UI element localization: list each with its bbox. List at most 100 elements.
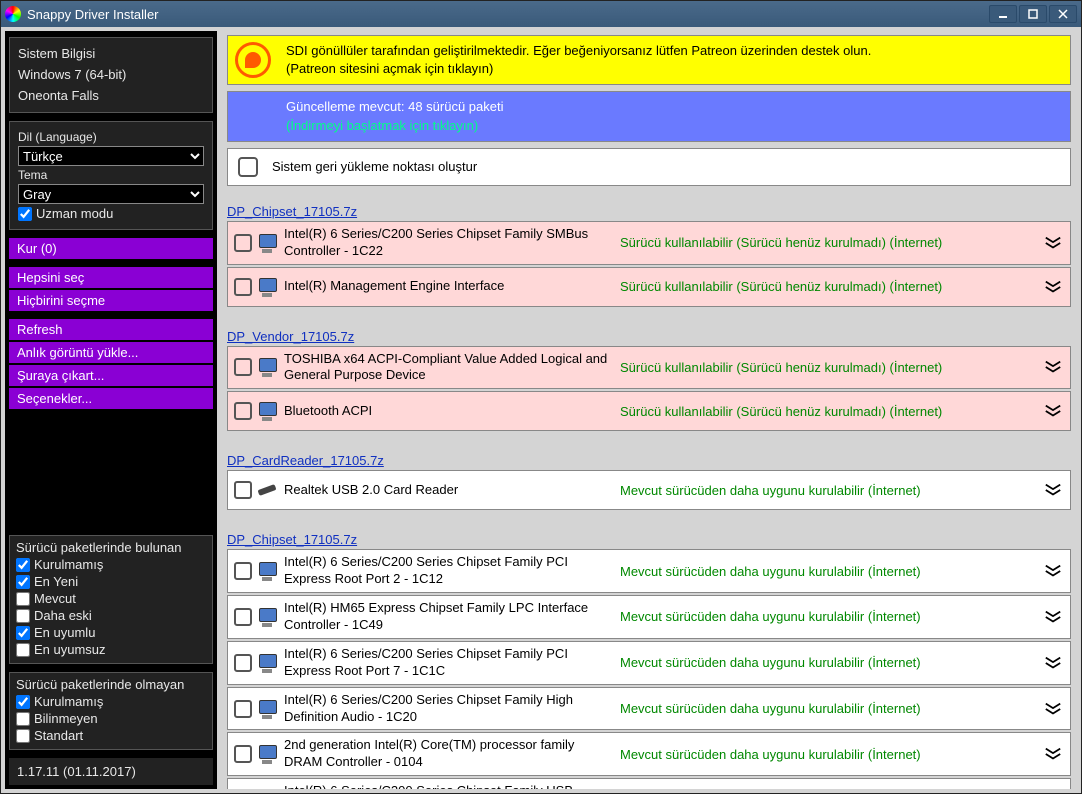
sidebar: Sistem Bilgisi Windows 7 (64-bit) Oneont… xyxy=(5,31,217,789)
close-button[interactable] xyxy=(1049,5,1077,23)
select-all-button[interactable]: Hepsini seç xyxy=(9,267,213,288)
driver-row[interactable]: Intel(R) 6 Series/C200 Series Chipset Fa… xyxy=(227,641,1071,685)
filters-in-title: Sürücü paketlerinde bulunan xyxy=(16,540,206,555)
restore-checkbox[interactable] xyxy=(238,157,258,177)
language-select[interactable]: Türkçe xyxy=(18,146,204,166)
language-label: Dil (Language) xyxy=(18,130,204,144)
device-icon xyxy=(258,233,278,253)
expand-chevron-icon[interactable] xyxy=(1042,564,1064,578)
install-button[interactable]: Kur (0) xyxy=(9,238,213,259)
driver-row[interactable]: Intel(R) 6 Series/C200 Series Chipset Fa… xyxy=(227,549,1071,593)
driver-group-title[interactable]: DP_Vendor_17105.7z xyxy=(227,329,1071,344)
device-icon xyxy=(258,699,278,719)
sysinfo-title: Sistem Bilgisi xyxy=(18,44,204,65)
theme-label: Tema xyxy=(18,168,204,182)
patreon-banner[interactable]: SDI gönüllüler tarafından geliştirilmekt… xyxy=(227,35,1071,85)
expand-chevron-icon[interactable] xyxy=(1042,610,1064,624)
filters-out-title: Sürücü paketlerinde olmayan xyxy=(16,677,206,692)
patreon-icon xyxy=(228,42,278,78)
driver-status: Mevcut sürücüden daha uygunu kurulabilir… xyxy=(620,655,1036,670)
driver-row[interactable]: 2nd generation Intel(R) Core(TM) process… xyxy=(227,732,1071,776)
expand-chevron-icon[interactable] xyxy=(1042,747,1064,761)
driver-row[interactable]: Realtek USB 2.0 Card ReaderMevcut sürücü… xyxy=(227,470,1071,510)
driver-row[interactable]: Intel(R) Management Engine InterfaceSürü… xyxy=(227,267,1071,307)
driver-checkbox[interactable] xyxy=(234,358,252,376)
driver-group-title[interactable]: DP_Chipset_17105.7z xyxy=(227,532,1071,547)
device-icon xyxy=(258,357,278,377)
driver-name: Intel(R) HM65 Express Chipset Family LPC… xyxy=(284,600,614,634)
driver-checkbox[interactable] xyxy=(234,745,252,763)
filter-checkbox[interactable]: En uyumlu xyxy=(16,625,206,640)
driver-checkbox[interactable] xyxy=(234,402,252,420)
driver-row[interactable]: TOSHIBA x64 ACPI-Compliant Value Added L… xyxy=(227,346,1071,390)
device-icon xyxy=(258,744,278,764)
restore-point-row[interactable]: Sistem geri yükleme noktası oluştur xyxy=(227,148,1071,186)
driver-name: Intel(R) 6 Series/C200 Series Chipset Fa… xyxy=(284,554,614,588)
expert-mode-checkbox[interactable]: Uzman modu xyxy=(18,206,204,221)
expand-chevron-icon[interactable] xyxy=(1042,656,1064,670)
update-text-1: Güncelleme mevcut: 48 sürücü paketi xyxy=(286,98,504,116)
sysinfo-os: Windows 7 (64-bit) xyxy=(18,65,204,86)
driver-checkbox[interactable] xyxy=(234,234,252,252)
settings-panel: Dil (Language) Türkçe Tema Gray Uzman mo… xyxy=(9,121,213,230)
driver-checkbox[interactable] xyxy=(234,608,252,626)
device-icon xyxy=(258,401,278,421)
driver-status: Mevcut sürücüden daha uygunu kurulabilir… xyxy=(620,483,1036,498)
driver-status: Sürücü kullanılabilir (Sürücü henüz kuru… xyxy=(620,360,1036,375)
patreon-text-2: (Patreon sitesini açmak için tıklayın) xyxy=(286,60,871,78)
driver-status: Mevcut sürücüden daha uygunu kurulabilir… xyxy=(620,747,1036,762)
driver-group-title[interactable]: DP_Chipset_17105.7z xyxy=(227,204,1071,219)
select-none-button[interactable]: Hiçbirini seçme xyxy=(9,290,213,311)
driver-row[interactable]: Intel(R) 6 Series/C200 Series Chipset Fa… xyxy=(227,778,1071,789)
driver-status: Mevcut sürücüden daha uygunu kurulabilir… xyxy=(620,609,1036,624)
device-icon xyxy=(258,653,278,673)
driver-name: TOSHIBA x64 ACPI-Compliant Value Added L… xyxy=(284,351,614,385)
driver-status: Mevcut sürücüden daha uygunu kurulabilir… xyxy=(620,564,1036,579)
filter-checkbox[interactable]: Bilinmeyen xyxy=(16,711,206,726)
driver-status: Mevcut sürücüden daha uygunu kurulabilir… xyxy=(620,701,1036,716)
expand-chevron-icon[interactable] xyxy=(1042,483,1064,497)
main-content[interactable]: SDI gönüllüler tarafından geliştirilmekt… xyxy=(221,31,1077,789)
filter-checkbox[interactable]: En Yeni xyxy=(16,574,206,589)
app-icon xyxy=(5,6,21,22)
driver-name: Bluetooth ACPI xyxy=(284,403,614,420)
window-title: Snappy Driver Installer xyxy=(27,7,989,22)
filter-checkbox[interactable]: Kurulmamış xyxy=(16,694,206,709)
load-snapshot-button[interactable]: Anlık görüntü yükle... xyxy=(9,342,213,363)
driver-name: Intel(R) Management Engine Interface xyxy=(284,278,614,295)
update-banner[interactable]: Güncelleme mevcut: 48 sürücü paketi (İnd… xyxy=(227,91,1071,141)
app-window: Snappy Driver Installer Sistem Bilgisi W… xyxy=(0,0,1082,794)
driver-row[interactable]: Intel(R) 6 Series/C200 Series Chipset Fa… xyxy=(227,221,1071,265)
titlebar[interactable]: Snappy Driver Installer xyxy=(1,1,1081,27)
sysinfo-machine: Oneonta Falls xyxy=(18,86,204,107)
minimize-button[interactable] xyxy=(989,5,1017,23)
driver-row[interactable]: Bluetooth ACPISürücü kullanılabilir (Sür… xyxy=(227,391,1071,431)
filter-checkbox[interactable]: Mevcut xyxy=(16,591,206,606)
driver-row[interactable]: Intel(R) 6 Series/C200 Series Chipset Fa… xyxy=(227,687,1071,731)
driver-row[interactable]: Intel(R) HM65 Express Chipset Family LPC… xyxy=(227,595,1071,639)
maximize-button[interactable] xyxy=(1019,5,1047,23)
driver-group-title[interactable]: DP_CardReader_17105.7z xyxy=(227,453,1071,468)
device-icon xyxy=(258,277,278,297)
filter-checkbox[interactable]: Daha eski xyxy=(16,608,206,623)
driver-checkbox[interactable] xyxy=(234,700,252,718)
update-text-2: (İndirmeyi başlatmak için tıklayın) xyxy=(286,117,504,135)
extract-to-button[interactable]: Şuraya çıkart... xyxy=(9,365,213,386)
filter-checkbox[interactable]: Kurulmamış xyxy=(16,557,206,572)
expand-chevron-icon[interactable] xyxy=(1042,236,1064,250)
options-button[interactable]: Seçenekler... xyxy=(9,388,213,409)
driver-checkbox[interactable] xyxy=(234,278,252,296)
theme-select[interactable]: Gray xyxy=(18,184,204,204)
expand-chevron-icon[interactable] xyxy=(1042,280,1064,294)
usb-icon xyxy=(258,480,278,500)
expand-chevron-icon[interactable] xyxy=(1042,404,1064,418)
driver-checkbox[interactable] xyxy=(234,654,252,672)
driver-checkbox[interactable] xyxy=(234,481,252,499)
expand-chevron-icon[interactable] xyxy=(1042,360,1064,374)
refresh-button[interactable]: Refresh xyxy=(9,319,213,340)
expand-chevron-icon[interactable] xyxy=(1042,702,1064,716)
filter-checkbox[interactable]: Standart xyxy=(16,728,206,743)
driver-checkbox[interactable] xyxy=(234,562,252,580)
filter-checkbox[interactable]: En uyumsuz xyxy=(16,642,206,657)
driver-name: Intel(R) 6 Series/C200 Series Chipset Fa… xyxy=(284,692,614,726)
